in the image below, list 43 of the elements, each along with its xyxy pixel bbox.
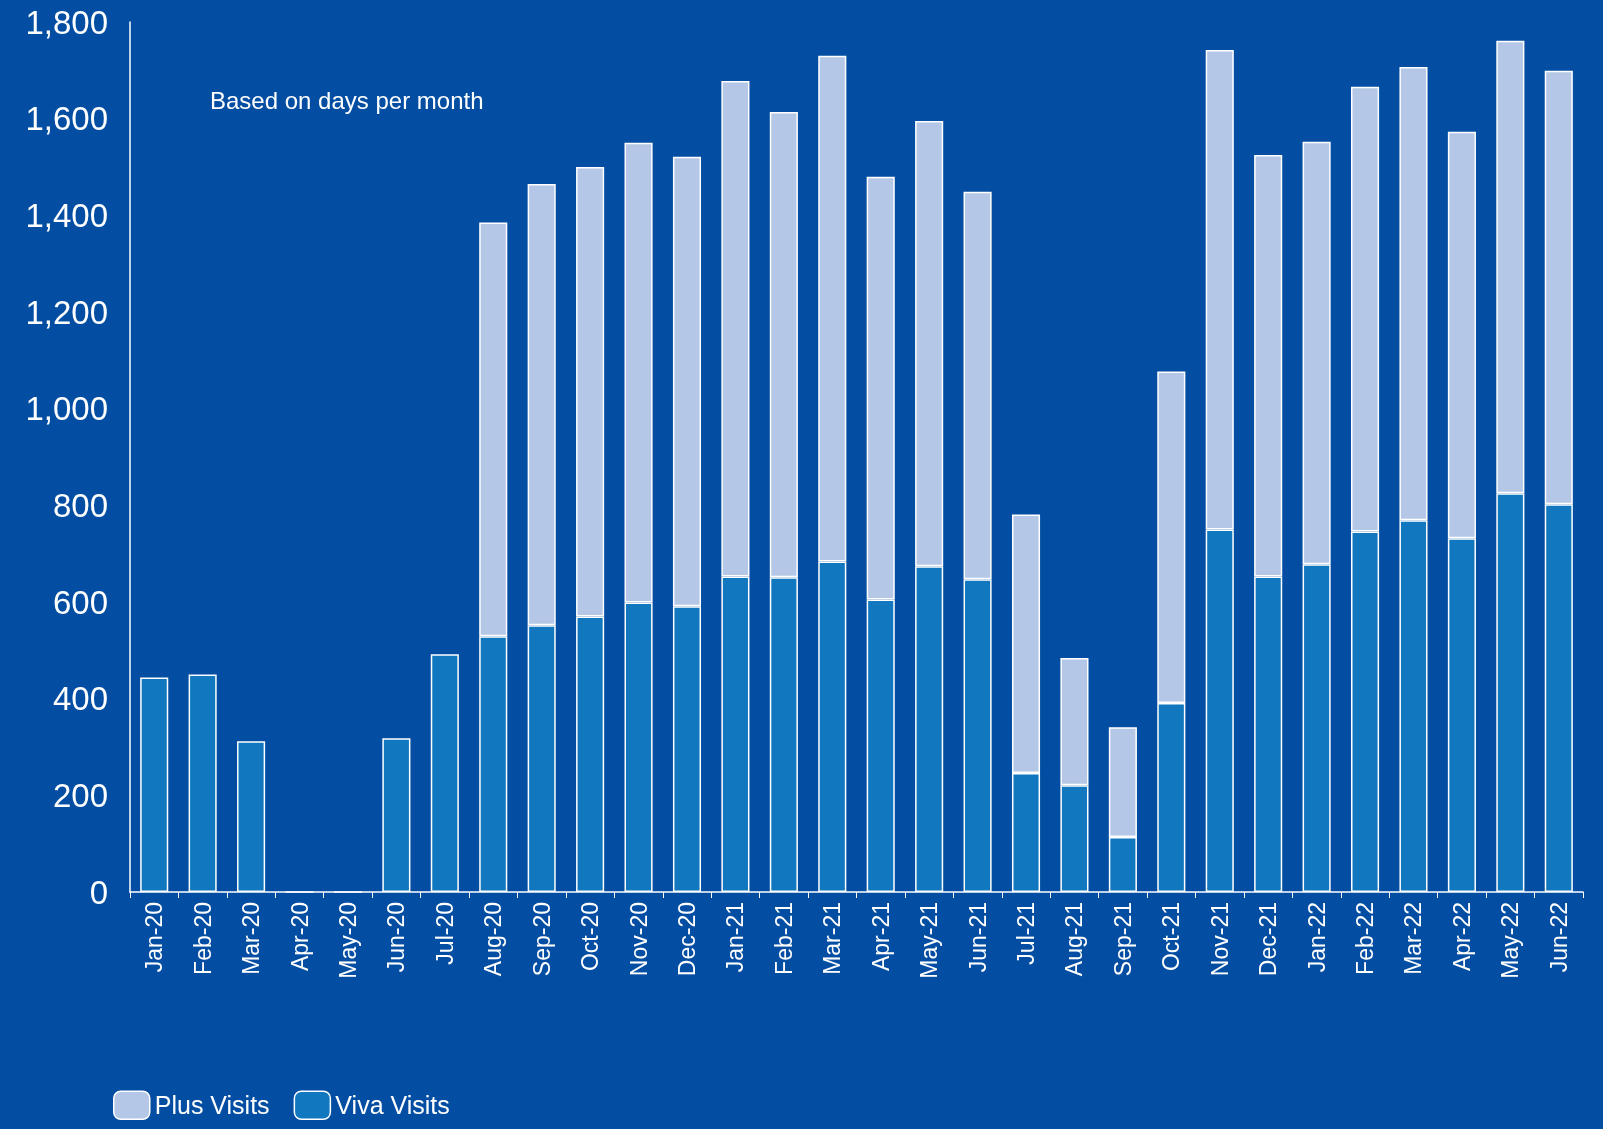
x-tick-label: Aug-21 — [1061, 902, 1088, 977]
x-tick-label: Mar-20 — [238, 902, 265, 975]
x-tick-label: Jan-22 — [1303, 902, 1330, 973]
x-tick-label: May-22 — [1497, 902, 1524, 979]
x-tick-label: Mar-22 — [1400, 902, 1427, 975]
x-tick-label: Sep-20 — [528, 902, 555, 977]
x-tick-label: Nov-21 — [1206, 902, 1233, 977]
x-tick-label: May-21 — [916, 902, 943, 979]
x-tick-label: Feb-21 — [770, 902, 797, 975]
y-tick-label: 0 — [89, 873, 108, 911]
annotation: Based on days per month — [210, 86, 484, 114]
x-tick-label: Jan-20 — [141, 902, 168, 973]
y-tick-label: 400 — [52, 680, 108, 718]
x-tick-label: Apr-20 — [286, 902, 313, 972]
x-tick-label: Jul-20 — [431, 902, 458, 965]
y-tick-label: 1,400 — [25, 196, 108, 234]
x-tick-label: Mar-21 — [819, 902, 846, 975]
x-tick-label: Dec-21 — [1255, 902, 1282, 977]
x-tick-label: Feb-20 — [189, 902, 216, 975]
x-tick-label: Jan-21 — [722, 902, 749, 973]
x-tick-label: Nov-20 — [625, 902, 652, 977]
x-tick-label: Feb-22 — [1352, 902, 1379, 975]
x-tick-label: Sep-21 — [1109, 902, 1136, 977]
x-tick-label: Oct-20 — [577, 902, 604, 972]
y-tick-label: 600 — [52, 583, 108, 621]
x-tick-label: Apr-22 — [1448, 902, 1475, 972]
y-tick-label: 1,200 — [25, 293, 108, 331]
x-tick-label: Jun-22 — [1545, 902, 1572, 973]
x-tick-label: Aug-20 — [480, 902, 507, 977]
y-tick-label: 200 — [52, 776, 108, 814]
y-tick-label: 1,000 — [25, 390, 108, 428]
x-tick-label: Dec-20 — [673, 902, 700, 977]
y-tick-label: 800 — [52, 486, 108, 524]
y-tick-label: 1,600 — [25, 100, 108, 138]
x-tick-label: Jul-21 — [1013, 902, 1040, 965]
x-tick-label: Apr-21 — [867, 902, 894, 972]
x-tick-label: Oct-21 — [1158, 902, 1185, 972]
legend-label: Viva Visits — [335, 1091, 450, 1120]
x-tick-label: May-20 — [334, 902, 361, 979]
y-tick-label: 1,800 — [25, 3, 108, 41]
x-tick-label: Jun-20 — [383, 902, 410, 973]
legend-label: Plus Visits — [154, 1091, 270, 1120]
x-tick-label: Jun-21 — [964, 902, 991, 973]
